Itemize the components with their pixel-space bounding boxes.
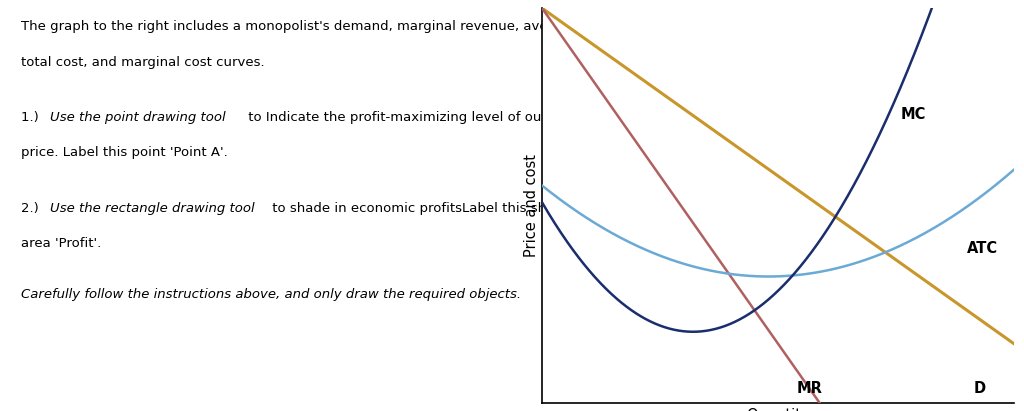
Text: Carefully follow the instructions above, and only draw the required objects.: Carefully follow the instructions above,… — [20, 289, 521, 301]
Text: 2.): 2.) — [20, 201, 43, 215]
Text: MC: MC — [900, 107, 926, 122]
Text: area 'Profit'.: area 'Profit'. — [20, 237, 101, 250]
Text: D: D — [974, 381, 986, 396]
X-axis label: Quantity: Quantity — [746, 409, 810, 411]
Y-axis label: Price and cost: Price and cost — [524, 154, 540, 257]
Text: to Indicate the profit-maximizing level of output and: to Indicate the profit-maximizing level … — [245, 111, 598, 124]
Text: price. Label this point 'Point A'.: price. Label this point 'Point A'. — [20, 146, 227, 159]
Text: MR: MR — [797, 381, 822, 396]
Text: total cost, and marginal cost curves.: total cost, and marginal cost curves. — [20, 55, 264, 69]
Text: to shade in economic profitsLabel this shaded: to shade in economic profitsLabel this s… — [268, 201, 580, 215]
Text: Use the rectangle drawing tool: Use the rectangle drawing tool — [50, 201, 255, 215]
Text: The graph to the right includes a monopolist's demand, marginal revenue, average: The graph to the right includes a monopo… — [20, 20, 578, 33]
Text: 1.): 1.) — [20, 111, 43, 124]
Text: ATC: ATC — [967, 241, 997, 256]
Text: Use the point drawing tool: Use the point drawing tool — [50, 111, 225, 124]
